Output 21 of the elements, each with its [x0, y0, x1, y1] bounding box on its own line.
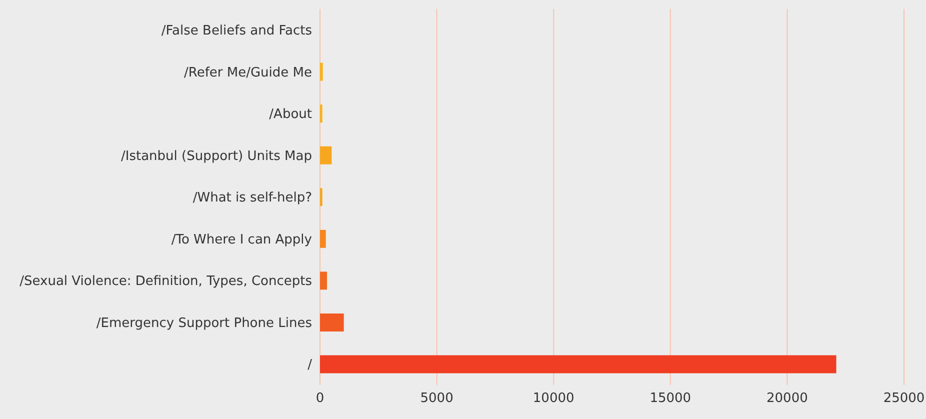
- y-tick-label: /What is self-help?: [192, 190, 312, 206]
- x-tick-label: 15000: [650, 391, 692, 406]
- y-tick-label: /False Beliefs and Facts: [161, 24, 312, 39]
- bar: [320, 355, 836, 374]
- y-tick-label: /Emergency Support Phone Lines: [96, 316, 312, 331]
- y-tick-label: /Istanbul (Support) Units Map: [121, 148, 312, 164]
- bar: [320, 313, 344, 332]
- bar: [320, 146, 332, 164]
- x-tick-label: 10000: [532, 391, 574, 406]
- y-tick-label: /Refer Me/Guide Me: [184, 65, 312, 80]
- y-tick-label: /To Where I can Apply: [171, 232, 312, 248]
- x-tick-label: 25000: [883, 391, 925, 406]
- x-tick-label: 20000: [766, 391, 808, 406]
- bar: [320, 230, 326, 248]
- y-tick-label: /About: [269, 107, 312, 122]
- x-tick-label: 5000: [420, 391, 454, 406]
- y-tick-label: /: [308, 358, 313, 373]
- y-tick-label: /Sexual Violence: Definition, Types, Concepts: [20, 274, 312, 290]
- bar: [320, 62, 323, 81]
- x-tick-label: 0: [316, 391, 324, 406]
- bar: [320, 272, 328, 290]
